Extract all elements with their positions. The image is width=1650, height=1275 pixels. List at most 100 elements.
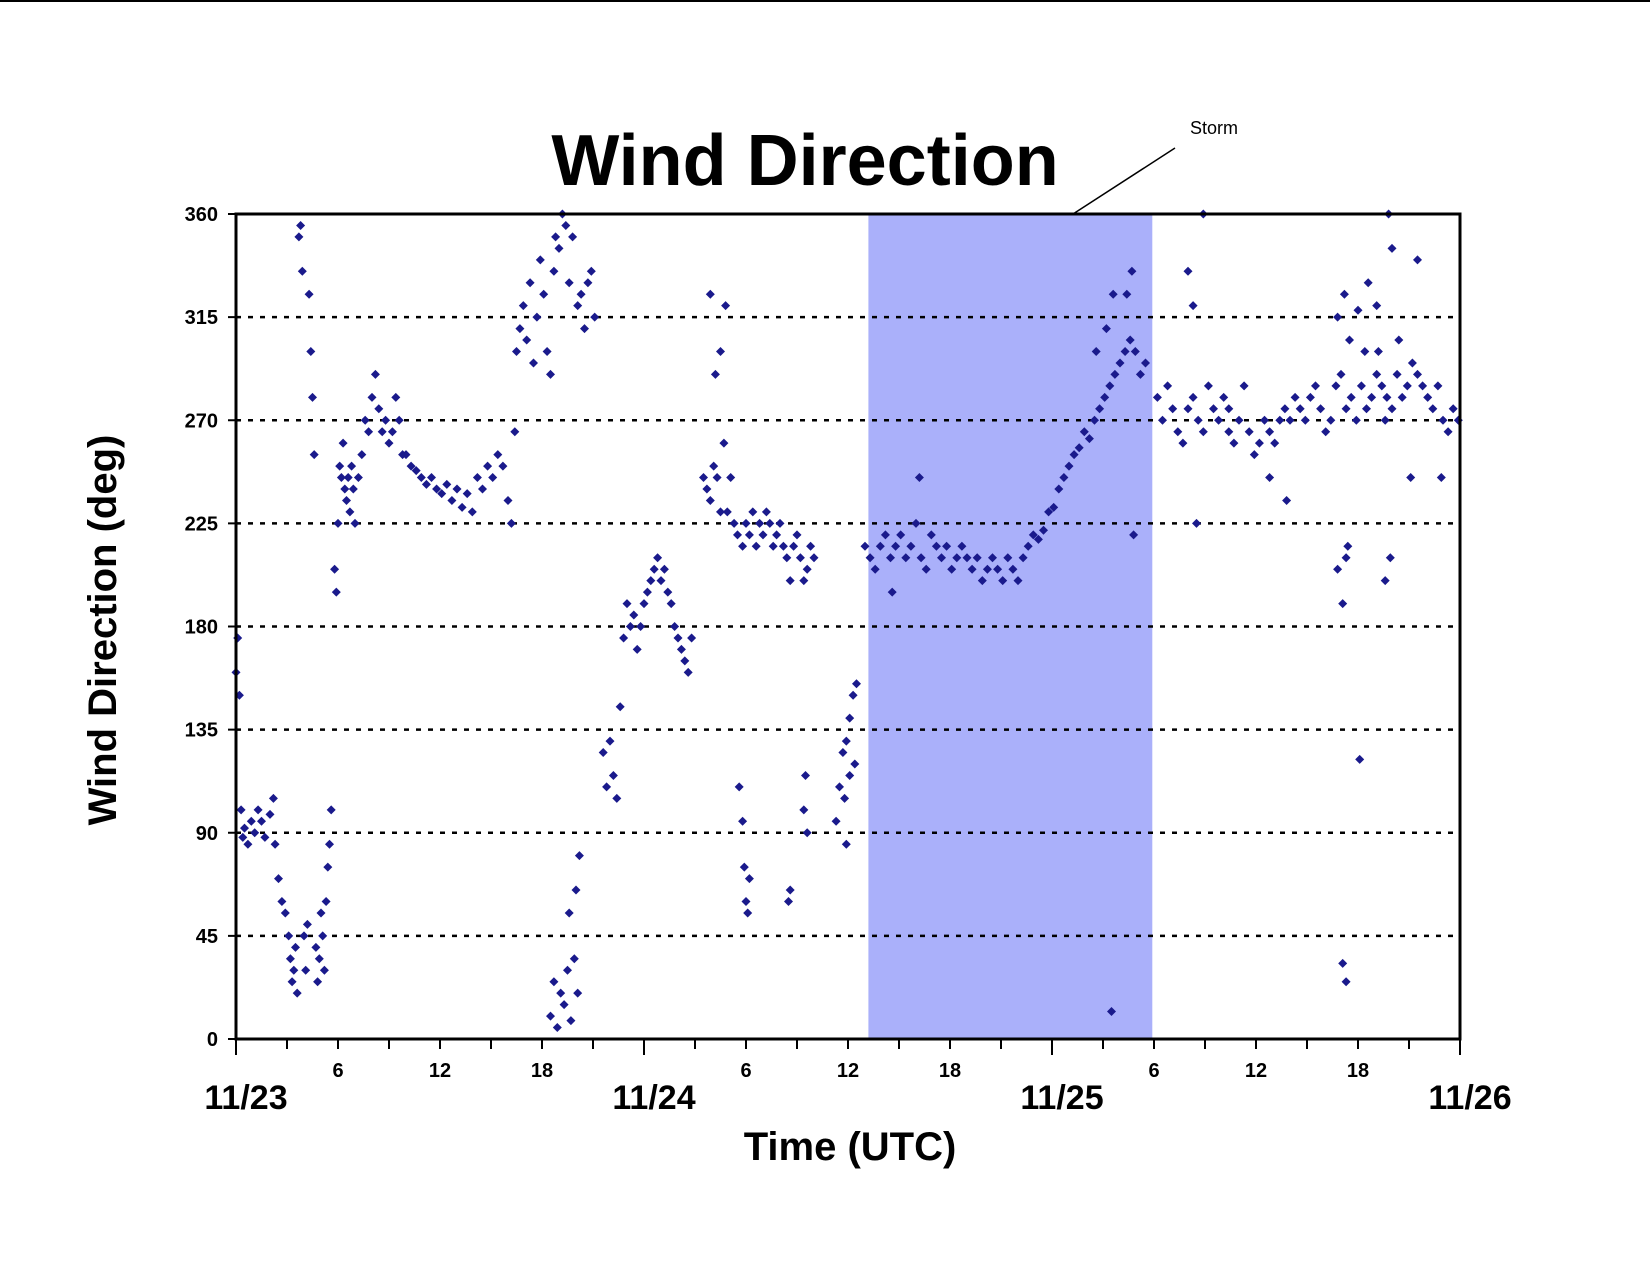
data-point xyxy=(1091,347,1101,356)
data-point xyxy=(1282,495,1292,505)
data-point xyxy=(574,851,584,861)
data-point xyxy=(784,897,793,906)
data-point xyxy=(782,553,792,563)
data-point xyxy=(1214,415,1224,425)
data-point xyxy=(636,622,646,631)
data-point xyxy=(467,507,477,517)
data-point xyxy=(937,553,946,563)
data-point xyxy=(741,897,751,906)
data-point xyxy=(257,816,266,826)
data-point xyxy=(1275,415,1285,425)
data-point xyxy=(1239,381,1249,391)
data-point xyxy=(304,289,314,299)
data-point xyxy=(1023,541,1033,551)
data-point xyxy=(639,599,649,609)
data-point xyxy=(506,518,516,528)
data-point xyxy=(552,1023,562,1033)
data-point xyxy=(1183,404,1193,414)
data-point xyxy=(1372,301,1382,311)
data-point xyxy=(302,919,312,929)
data-point xyxy=(284,931,294,941)
data-point xyxy=(962,553,972,563)
chart-title: Wind Direction xyxy=(551,121,1058,201)
data-point xyxy=(348,484,358,494)
data-point xyxy=(1110,369,1120,379)
data-point xyxy=(1270,438,1280,448)
data-point xyxy=(734,782,744,792)
data-point xyxy=(319,965,329,975)
data-point xyxy=(340,484,350,494)
data-point xyxy=(532,312,542,322)
data-point xyxy=(546,1011,555,1021)
data-point xyxy=(1127,266,1137,276)
data-point xyxy=(243,839,253,849)
data-point xyxy=(246,816,256,826)
data-point xyxy=(802,828,812,838)
data-point xyxy=(554,243,564,253)
data-point xyxy=(977,576,987,586)
data-point xyxy=(1377,381,1387,391)
data-point xyxy=(716,347,725,356)
data-point xyxy=(1122,289,1132,299)
data-point xyxy=(891,541,901,551)
data-point xyxy=(1249,450,1259,460)
data-point xyxy=(1173,427,1183,437)
data-point xyxy=(321,897,331,906)
data-point xyxy=(551,232,561,242)
y-tick-label: 0 xyxy=(207,1029,218,1051)
data-point xyxy=(1265,473,1275,483)
data-point xyxy=(345,507,355,517)
data-point xyxy=(457,502,467,512)
data-point xyxy=(1423,392,1433,402)
data-point xyxy=(1438,415,1448,425)
data-point xyxy=(498,461,508,471)
data-point xyxy=(659,564,669,574)
data-point xyxy=(437,489,447,499)
data-point xyxy=(1280,404,1290,414)
data-point xyxy=(311,942,321,952)
data-point xyxy=(1333,564,1343,574)
data-point xyxy=(998,576,1008,586)
data-point xyxy=(381,415,391,425)
data-point xyxy=(1188,392,1198,402)
data-point xyxy=(615,702,625,712)
data-point xyxy=(326,805,336,815)
data-point xyxy=(535,255,545,265)
data-point xyxy=(364,427,374,437)
data-point xyxy=(330,564,340,574)
data-point xyxy=(761,507,771,517)
data-point xyxy=(1265,427,1275,437)
data-point xyxy=(1346,392,1356,402)
data-point xyxy=(1387,404,1397,414)
data-point xyxy=(546,369,555,379)
y-tick-label: 225 xyxy=(185,513,218,535)
data-point xyxy=(1407,358,1417,368)
data-point xyxy=(785,576,795,586)
data-point xyxy=(831,816,841,826)
data-point xyxy=(401,450,411,460)
data-point xyxy=(518,301,528,311)
data-point xyxy=(285,954,295,964)
data-point xyxy=(1448,404,1458,414)
storm-annotation-line xyxy=(1072,147,1176,215)
data-point xyxy=(744,874,754,884)
data-point xyxy=(625,622,635,631)
data-point xyxy=(705,495,715,505)
data-point xyxy=(802,564,812,574)
data-point xyxy=(1095,404,1105,414)
data-point xyxy=(896,530,906,540)
data-point xyxy=(1326,415,1336,425)
data-point xyxy=(564,278,574,288)
data-point xyxy=(646,576,656,586)
x-tick-label-date: 11/25 xyxy=(1020,1079,1103,1117)
data-point xyxy=(739,862,749,872)
data-point xyxy=(1229,438,1239,448)
x-tick-label-date: 11/26 xyxy=(1428,1079,1511,1117)
data-point xyxy=(1178,438,1188,448)
data-point xyxy=(1380,576,1390,586)
data-point xyxy=(493,450,503,460)
data-point xyxy=(1234,415,1244,425)
data-point xyxy=(733,530,742,540)
data-point xyxy=(751,541,761,551)
data-point xyxy=(772,530,782,540)
